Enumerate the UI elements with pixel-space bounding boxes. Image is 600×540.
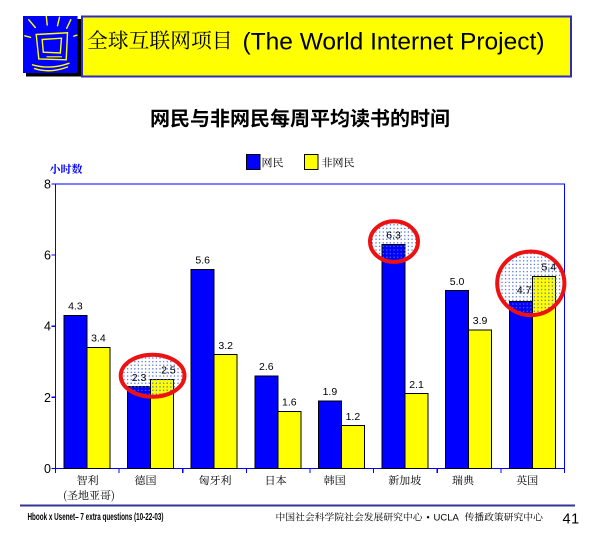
svg-text:2.3: 2.3 [132, 372, 147, 384]
svg-text:4: 4 [44, 320, 51, 334]
svg-text:6: 6 [44, 249, 51, 263]
svg-text:Hbook x Usenet– 7 extra questi: Hbook x Usenet– 7 extra questions (10-22… [28, 512, 164, 523]
svg-text:1.2: 1.2 [346, 411, 361, 423]
svg-text:41: 41 [563, 512, 580, 528]
svg-text:5.0: 5.0 [450, 276, 465, 288]
svg-text:•: • [427, 513, 430, 523]
svg-text:1.6: 1.6 [282, 397, 297, 409]
svg-text:1.9: 1.9 [323, 386, 338, 398]
svg-text:3.2: 3.2 [218, 340, 233, 352]
svg-text:2.5: 2.5 [161, 365, 176, 377]
svg-text:3.4: 3.4 [91, 333, 106, 345]
svg-text:5.6: 5.6 [195, 255, 210, 267]
svg-text:2.1: 2.1 [409, 379, 424, 391]
svg-text:4.7: 4.7 [517, 285, 532, 297]
svg-text:2.6: 2.6 [259, 361, 274, 373]
svg-text:2: 2 [44, 391, 51, 405]
svg-text:(The World Internet Project): (The World Internet Project) [243, 29, 545, 56]
svg-text:8: 8 [44, 178, 51, 192]
svg-text:0: 0 [44, 462, 51, 476]
svg-text:5.4: 5.4 [541, 262, 556, 274]
svg-text:6.3: 6.3 [386, 230, 401, 242]
svg-text:3.9: 3.9 [473, 315, 488, 327]
svg-text:UCLA: UCLA [434, 513, 460, 524]
svg-text:4.3: 4.3 [68, 301, 83, 313]
